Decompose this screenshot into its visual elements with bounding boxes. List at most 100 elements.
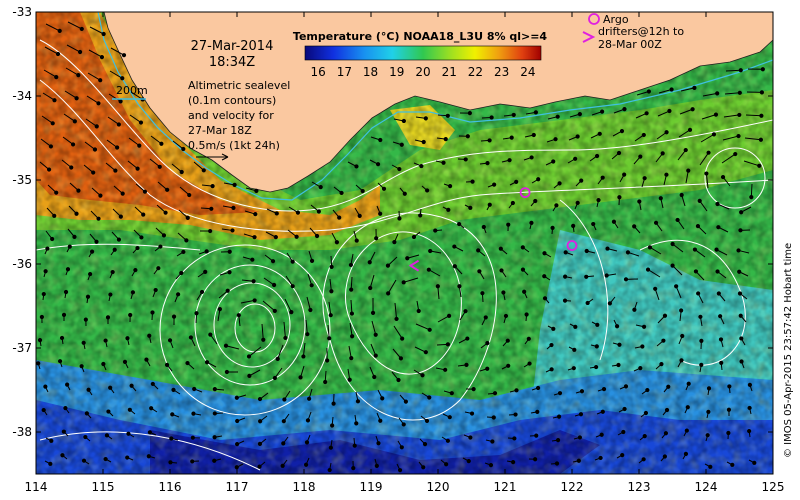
velocity-arrow-head — [693, 269, 699, 274]
velocity-arrow-head — [719, 360, 724, 365]
velocity-arrow-head — [594, 364, 599, 370]
legend-line-5: 0.5m/s (1kt 24h) — [188, 139, 280, 152]
velocity-arrow — [66, 44, 81, 53]
velocity-arrow-head — [563, 250, 568, 255]
velocity-arrow-head — [98, 78, 103, 83]
velocity-arrow-head — [506, 363, 511, 368]
velocity-arrow-head — [506, 222, 511, 227]
lat-tick-label: -33 — [12, 5, 32, 19]
velocity-arrow-head — [669, 87, 674, 92]
velocity-arrow-head — [487, 138, 492, 143]
velocity-arrow-head — [212, 387, 217, 392]
velocity-arrow-head — [542, 251, 547, 256]
velocity-arrow-head — [579, 389, 585, 394]
velocity-arrow-head — [257, 464, 262, 469]
velocity-arrow-head — [718, 314, 723, 319]
velocity-arrow-head — [232, 182, 237, 188]
velocity-arrow-head — [170, 412, 175, 417]
velocity-arrow-head — [733, 151, 738, 157]
velocity-arrow-head — [600, 409, 605, 414]
velocity-arrow-head — [181, 249, 186, 255]
velocity-arrow-head — [74, 96, 79, 101]
velocity-arrow-head — [210, 184, 215, 189]
velocity-arrow-head — [208, 228, 213, 234]
velocity-arrow-head — [468, 435, 473, 440]
velocity-arrow-head — [670, 263, 675, 268]
velocity-arrow-head — [308, 307, 313, 313]
velocity-arrow-head — [533, 457, 538, 462]
velocity-arrow-head — [463, 309, 468, 314]
velocity-arrow-head — [83, 434, 88, 440]
velocity-arrow-head — [125, 336, 130, 341]
velocity-arrow-head — [739, 210, 744, 215]
velocity-arrow-head — [103, 456, 108, 462]
drifter-legend-icon — [582, 31, 596, 43]
velocity-arrow-head — [96, 101, 101, 106]
velocity-arrow-head — [83, 317, 88, 322]
velocity-arrow-head — [290, 284, 295, 289]
velocity-arrow-head — [726, 430, 731, 436]
velocity-arrow-head — [351, 466, 356, 471]
velocity-arrow-head — [447, 415, 452, 420]
velocity-arrow-head — [59, 335, 65, 341]
velocity-arrow-head — [421, 139, 426, 145]
velocity-arrow-head — [230, 228, 235, 233]
velocity-arrow-head — [81, 458, 87, 463]
velocity-arrow-head — [435, 284, 440, 289]
velocity-arrow-head — [253, 212, 258, 217]
velocity-arrow-head — [54, 75, 59, 80]
velocity-arrow-head — [549, 342, 554, 348]
velocity-arrow — [649, 246, 662, 255]
velocity-arrow-head — [212, 435, 217, 440]
velocity-arrow-head — [204, 249, 209, 254]
velocity-arrow-head — [392, 240, 397, 245]
velocity-arrow-head — [520, 245, 525, 250]
velocity-arrow-head — [757, 163, 762, 168]
velocity-arrow — [88, 49, 103, 58]
credit-text: © IMOS 05-Apr-2015 23:57:42 Hobart time — [783, 243, 794, 458]
velocity-arrow-head — [227, 249, 232, 254]
velocity-arrow-head — [171, 387, 176, 392]
velocity-arrow — [350, 299, 353, 314]
velocity-arrow-head — [706, 409, 711, 414]
velocity-arrow-head — [664, 130, 669, 135]
velocity-arrow-head — [135, 166, 140, 171]
velocity-arrow-head — [188, 335, 194, 340]
velocity-arrow — [240, 299, 255, 304]
velocity-arrow — [328, 301, 332, 316]
velocity-arrow-head — [72, 119, 77, 124]
velocity-arrow-head — [594, 153, 600, 159]
velocity-arrow-head — [99, 55, 105, 60]
velocity-arrow-head — [204, 360, 210, 365]
velocity-arrow-head — [348, 262, 354, 268]
velocity-arrow-head — [328, 445, 333, 450]
velocity-arrows — [36, 21, 765, 473]
velocity-arrow-head — [422, 442, 428, 447]
velocity-arrow-head — [373, 332, 378, 337]
velocity-arrow-head — [352, 443, 357, 448]
velocity-arrow-head — [191, 411, 196, 416]
colorbar-tick-label: 21 — [442, 65, 457, 79]
velocity-arrow — [723, 114, 740, 118]
velocity-arrow-head — [674, 284, 679, 289]
velocity-arrow-head — [445, 342, 451, 347]
velocity-arrow-head — [645, 387, 650, 393]
velocity-arrow-head — [535, 409, 540, 414]
velocity-arrow — [658, 89, 672, 94]
velocity-arrow-head — [637, 199, 642, 204]
velocity-arrow-head — [675, 217, 680, 223]
velocity-arrow-head — [43, 269, 48, 274]
velocity-arrow-head — [225, 288, 230, 293]
velocity-arrow-head — [236, 313, 241, 318]
velocity-arrow — [394, 302, 398, 319]
velocity-arrow-head — [705, 433, 710, 438]
velocity-arrow-head — [94, 239, 99, 244]
velocity-arrow-head — [374, 236, 379, 241]
velocity-arrow-head — [670, 241, 675, 247]
velocity-arrow — [130, 91, 143, 100]
velocity-arrow-head — [150, 381, 155, 387]
velocity-arrow-head — [138, 120, 144, 125]
velocity-arrow-head — [699, 362, 704, 367]
velocity-arrow-head — [281, 419, 286, 424]
colorbar-tick-label: 20 — [415, 65, 430, 79]
